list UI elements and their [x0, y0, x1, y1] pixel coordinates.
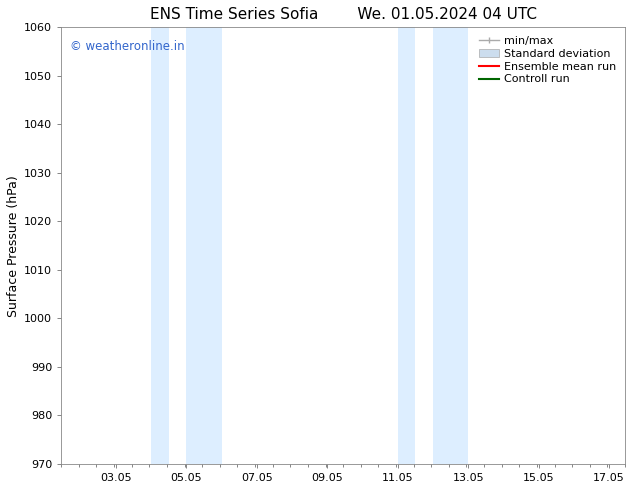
Bar: [433, 27, 469, 464]
Title: ENS Time Series Sofia        We. 01.05.2024 04 UTC: ENS Time Series Sofia We. 01.05.2024 04 …: [150, 7, 536, 22]
Bar: [151, 27, 169, 464]
Bar: [186, 27, 221, 464]
Y-axis label: Surface Pressure (hPa): Surface Pressure (hPa): [7, 175, 20, 317]
Legend: min/max, Standard deviation, Ensemble mean run, Controll run: min/max, Standard deviation, Ensemble me…: [476, 33, 619, 88]
Bar: [398, 27, 415, 464]
Text: © weatheronline.in: © weatheronline.in: [70, 40, 184, 53]
